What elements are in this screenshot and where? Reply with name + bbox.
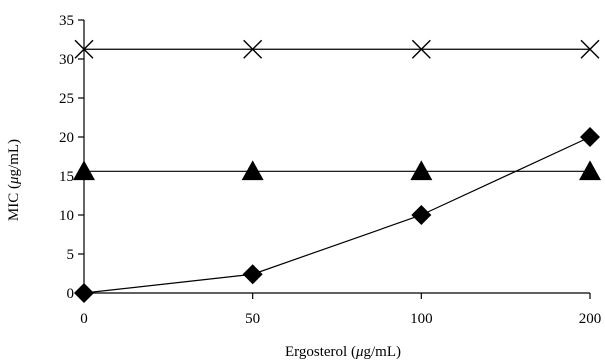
x-cross-marker — [580, 39, 600, 59]
x-cross-stroke — [580, 39, 600, 59]
diamond-marker — [411, 205, 432, 225]
y-tick-label: 10 — [59, 208, 74, 224]
x-cross-stroke — [243, 39, 263, 59]
series-x-cross — [74, 39, 600, 59]
triangle-marker — [410, 160, 433, 181]
diamond-marker — [242, 264, 263, 285]
y-axis-label: MIC (μg/mL) — [6, 139, 22, 221]
x-tick-label: 100 — [410, 311, 433, 327]
x-tick-label: 200 — [579, 311, 602, 327]
diamond-marker — [580, 127, 600, 147]
x-axis-label-part: g/mL) — [364, 344, 402, 360]
y-tick-label: 0 — [67, 286, 75, 302]
series-diamond — [74, 127, 600, 303]
y-axis-label-part: MIC ( — [6, 184, 22, 221]
axes — [83, 20, 590, 294]
x-tick-label: 0 — [80, 311, 88, 327]
triangle-marker — [241, 160, 264, 181]
x-cross-stroke — [411, 39, 431, 59]
diamond-marker — [74, 283, 94, 303]
x-cross-stroke — [74, 39, 94, 59]
y-axis-label-mu: μ — [6, 176, 22, 185]
series-triangle — [73, 160, 601, 181]
y-tick-label: 5 — [67, 247, 75, 263]
triangle-marker — [73, 160, 95, 181]
y-tick-label: 25 — [59, 91, 74, 107]
triangle-marker — [579, 160, 601, 181]
y-tick-label: 35 — [59, 13, 74, 29]
y-tick-label: 15 — [59, 169, 74, 185]
y-tick-label: 20 — [59, 130, 74, 146]
x-axis-label-mu: μ — [355, 344, 364, 360]
tick-layer: 0 5 10 15 20 25 30 35 0 50 100 200 — [59, 13, 601, 327]
y-axis-label-part: g/mL) — [6, 139, 22, 177]
x-cross-marker — [411, 39, 431, 59]
x-cross-marker — [243, 39, 263, 59]
series-line-diamond — [83, 136, 591, 294]
y-tick-label: 30 — [59, 52, 74, 68]
x-cross-marker — [74, 39, 94, 59]
x-axis-label: Ergosterol (μg/mL) — [285, 344, 401, 360]
x-tick-label: 50 — [245, 311, 260, 327]
x-axis-label-part: Ergosterol ( — [285, 344, 356, 360]
series-layer — [73, 39, 601, 303]
